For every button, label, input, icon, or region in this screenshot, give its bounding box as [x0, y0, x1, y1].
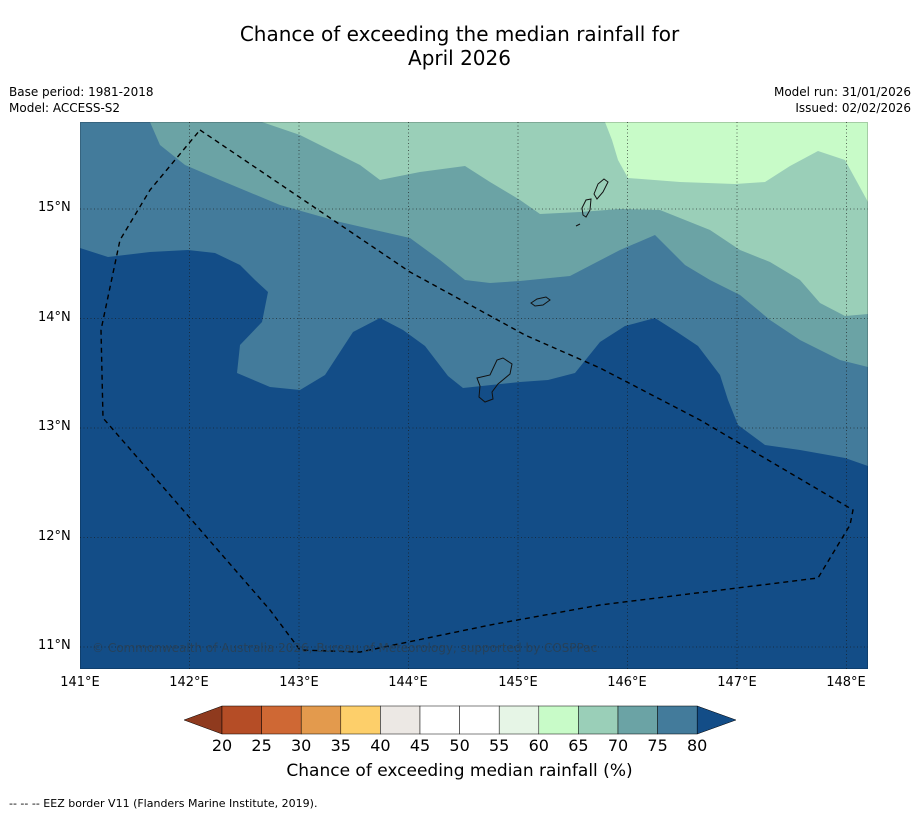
eez-footnote: -- -- -- EEZ border V11 (Flanders Marine…: [9, 797, 318, 810]
island-tinian: [581, 198, 592, 218]
copyright-text: © Commonwealth of Australia 2026, Bureau…: [92, 641, 598, 655]
colorbar-label-75: 75: [647, 736, 668, 755]
lon-tick-141e: 141°E: [60, 675, 100, 690]
colorbar-extend-high: [696, 705, 737, 735]
colorbar-label-70: 70: [607, 736, 629, 755]
title-line-1: Chance of exceeding the median rainfall …: [239, 22, 680, 46]
colorbar-segment-50-55: [459, 705, 500, 735]
model-run-text: Model run: 31/01/2026: [773, 85, 911, 99]
lon-tick-142e: 142°E: [169, 675, 209, 690]
colorbar-extend-low: [183, 705, 223, 735]
chart-title: Chance of exceeding the median rainfall …: [0, 22, 919, 70]
colorbar-segment-60-65: [538, 705, 579, 735]
colorbar-label-50: 50: [449, 736, 470, 755]
eez-border: [100, 129, 854, 653]
island-aguijan: [575, 223, 581, 227]
colorbar-segment-40-45: [380, 705, 421, 735]
lat-tick-12n: 12°N: [38, 529, 71, 544]
title-line-2: April 2026: [408, 46, 511, 70]
contour-above-80: [80, 248, 868, 669]
island-guam: [476, 357, 513, 403]
colorbar-segment-65-70: [578, 705, 619, 735]
lon-tick-147e: 147°E: [717, 675, 757, 690]
colorbar-segment-20-25: [221, 705, 262, 735]
lon-tick-143e: 143°E: [279, 675, 319, 690]
colorbar-label-65: 65: [568, 736, 589, 755]
model-text: Model: ACCESS-S2: [9, 101, 121, 115]
lon-tick-144e: 144°E: [388, 675, 428, 690]
lon-tick-146e: 146°E: [607, 675, 647, 690]
colorbar-label-35: 35: [330, 736, 351, 755]
colorbar-segment-30-35: [300, 705, 342, 735]
lat-tick-13n: 13°N: [38, 419, 71, 434]
colorbar: [183, 705, 737, 735]
issued-text: Issued: 02/02/2026: [795, 101, 911, 115]
lon-tick-145e: 145°E: [498, 675, 538, 690]
contour-60-65: [605, 122, 868, 202]
colorbar-segment-70-75: [617, 705, 658, 735]
gridlines: [80, 122, 868, 669]
colorbar-label-20: 20: [211, 736, 233, 755]
island-saipan: [593, 178, 609, 200]
colorbar-label-45: 45: [409, 736, 431, 755]
base-period-text: Base period: 1981-2018: [9, 85, 154, 99]
colorbar-label-60: 60: [528, 736, 549, 755]
map-frame: [80, 122, 868, 669]
colorbar-segment-55-60: [498, 705, 540, 735]
metadata-left: Base period: 1981-2018 Model: ACCESS-S2: [9, 84, 154, 116]
lat-tick-14n: 14°N: [38, 310, 71, 325]
metadata-right: Model run: 31/01/2026 Issued: 02/02/2026: [774, 84, 911, 116]
lat-tick-11n: 11°N: [38, 638, 71, 653]
lon-tick-148e: 148°E: [826, 675, 866, 690]
colorbar-segment-45-50: [419, 705, 460, 735]
colorbar-segment-75-80: [657, 705, 698, 735]
colorbar-label-25: 25: [251, 736, 272, 755]
colorbar-label-55: 55: [489, 736, 510, 755]
colorbar-title: Chance of exceeding median rainfall (%): [286, 761, 633, 781]
lat-tick-15n: 15°N: [38, 200, 71, 215]
colorbar-label-80: 80: [687, 736, 708, 755]
island-rota: [530, 296, 551, 307]
colorbar-label-40: 40: [370, 736, 391, 755]
colorbar-segment-35-40: [340, 705, 381, 735]
colorbar-segment-25-30: [261, 705, 302, 735]
rainfall-map: [80, 122, 868, 669]
colorbar-label-30: 30: [291, 736, 312, 755]
